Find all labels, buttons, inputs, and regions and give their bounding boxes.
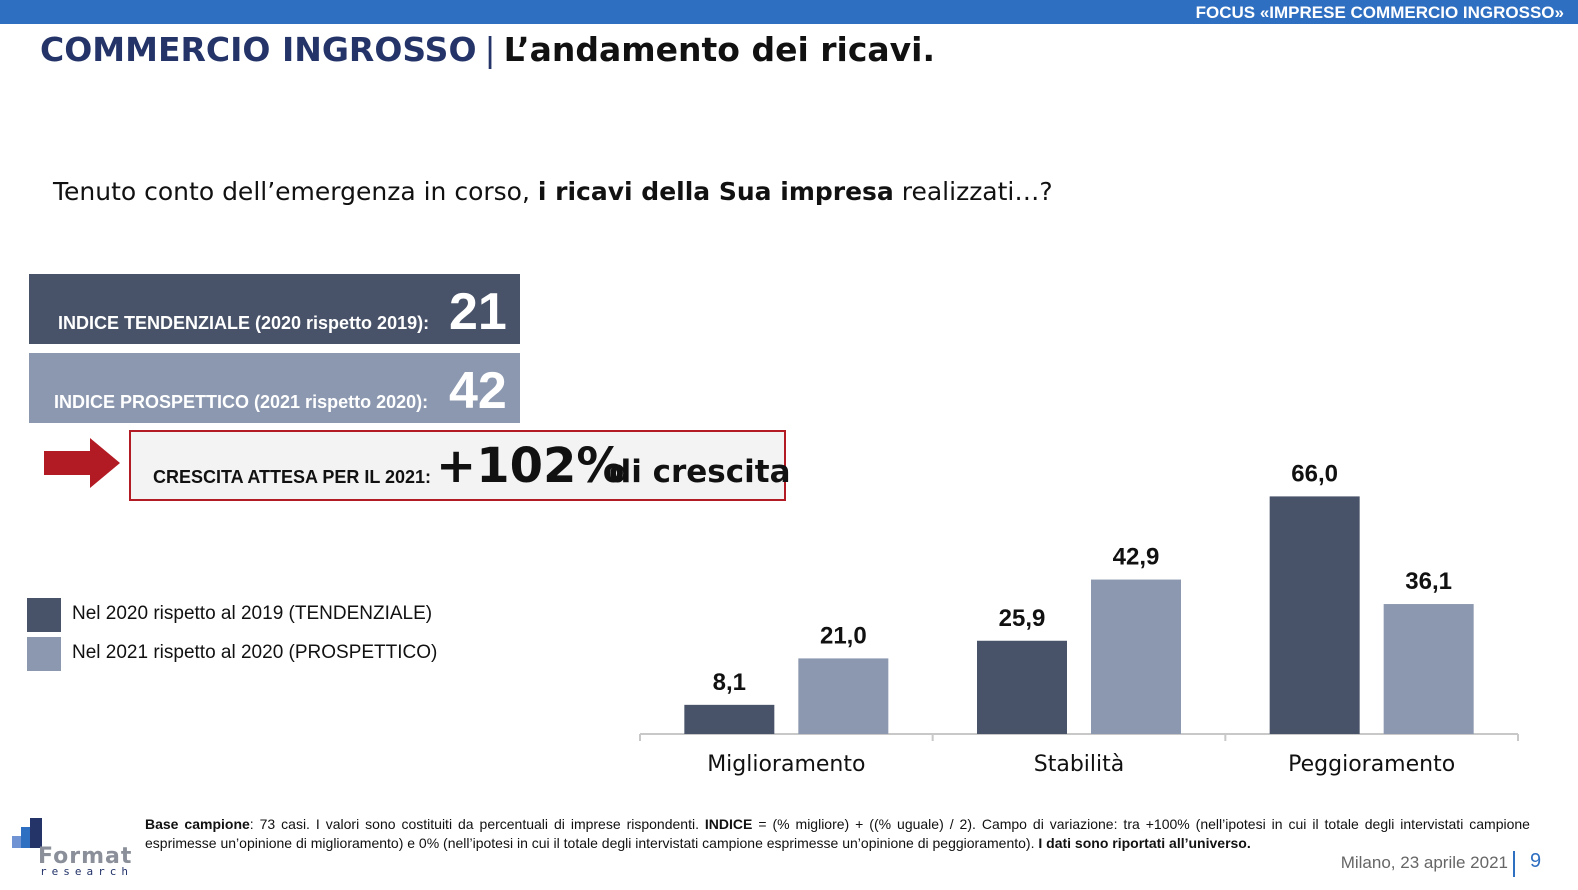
data-label: 8,1 <box>713 669 746 696</box>
legend-swatch-tendenziale <box>27 598 61 632</box>
footnote-indice-text: = (% migliore) + ((% uguale) / 2). Campo… <box>145 816 1530 851</box>
arrow-right-icon <box>44 438 120 488</box>
legend-label-tendenziale: Nel 2020 rispetto al 2019 (TENDENZIALE) <box>72 603 433 624</box>
data-label: 21,0 <box>820 622 867 649</box>
title-main: COMMERCIO INGROSSO <box>40 30 477 69</box>
question-part1: Tenuto conto dell’emergenza in corso, <box>53 177 538 206</box>
indice-prospettico-label: INDICE PROSPETTICO (2021 rispetto 2020): <box>54 392 429 412</box>
footnote-base-text: : 73 casi. I valori sono costituiti da p… <box>249 816 705 832</box>
data-label: 25,9 <box>999 605 1046 632</box>
bar <box>798 658 889 734</box>
x-tick-label: Stabilità <box>1034 752 1124 777</box>
question-bold: i ricavi della Sua impresa <box>537 177 894 206</box>
question-part2: realizzati…? <box>893 177 1053 206</box>
footnote-indice-label: INDICE <box>704 816 753 832</box>
growth-box: CRESCITA ATTESA PER IL 2021: +102% di cr… <box>129 430 791 501</box>
x-tick-label: Peggioramento <box>1288 752 1455 777</box>
title-subtitle: L’andamento dei ricavi. <box>503 30 936 69</box>
indice-tendenziale-label: INDICE TENDENZIALE (2020 rispetto 2019): <box>58 313 430 333</box>
title-separator: | <box>484 30 496 69</box>
legend-label-prospettico: Nel 2021 rispetto al 2020 (PROSPETTICO) <box>72 642 438 663</box>
bar <box>977 640 1067 734</box>
indice-prospettico-value: 42 <box>449 362 507 420</box>
growth-value: +102% <box>436 438 625 494</box>
bar <box>1383 604 1474 734</box>
bar <box>684 704 775 734</box>
page-number: 9 <box>1530 850 1542 872</box>
footnote: Base campione: 73 casi. I valori sono co… <box>145 815 1530 853</box>
x-tick-label: Miglioramento <box>707 752 865 777</box>
logo-steps-icon <box>12 818 42 848</box>
page-title: COMMERCIO INGROSSO | L’andamento dei ricav… <box>40 30 935 69</box>
growth-suffix: di crescita <box>609 454 791 490</box>
growth-label: CRESCITA ATTESA PER IL 2021: <box>153 467 432 487</box>
top-bar: FOCUS «IMPRESE COMMERCIO INGROSSO» <box>0 0 1578 24</box>
bar <box>1269 496 1360 734</box>
footer-separator <box>1513 851 1515 877</box>
footnote-base-label: Base campione <box>145 816 250 832</box>
data-label: 66,0 <box>1291 460 1338 487</box>
data-label: 36,1 <box>1405 568 1452 595</box>
indice-tendenziale-box: INDICE TENDENZIALE (2020 rispetto 2019):… <box>29 274 520 344</box>
legend-swatch-prospettico <box>27 637 61 671</box>
bar <box>1091 579 1181 734</box>
footnote-universe-text: I dati sono riportati all’universo. <box>1038 835 1251 851</box>
focus-label: FOCUS «IMPRESE COMMERCIO INGROSSO» <box>1195 3 1564 22</box>
indice-tendenziale-value: 21 <box>449 283 507 341</box>
indice-prospettico-box: INDICE PROSPETTICO (2021 rispetto 2020):… <box>29 353 520 423</box>
data-label: 42,9 <box>1113 544 1160 571</box>
format-research-logo: Format research <box>8 818 143 880</box>
survey-question: Tenuto conto dell’emergenza in corso, i … <box>53 177 1053 206</box>
logo-sub: research <box>40 865 133 878</box>
footer-date: Milano, 23 aprile 2021 <box>1340 853 1508 872</box>
logo-word: Format <box>38 844 133 869</box>
